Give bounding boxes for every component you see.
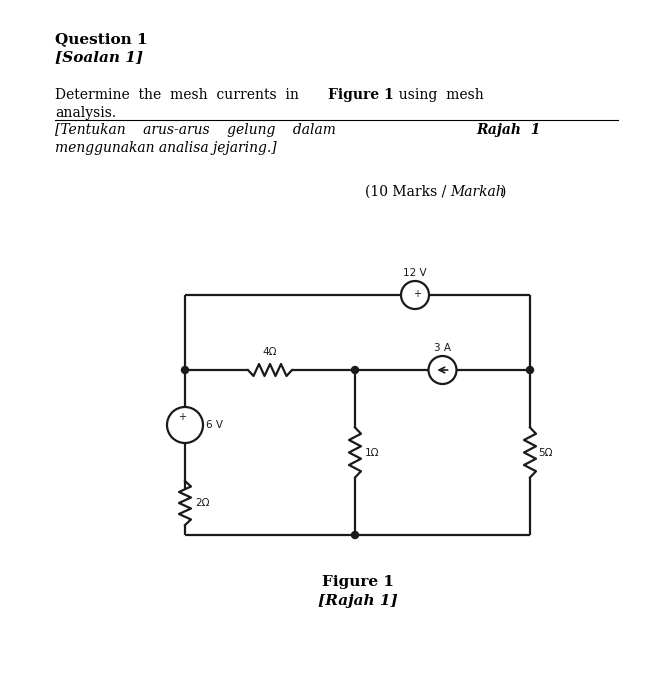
Text: 3 A: 3 A xyxy=(434,343,451,353)
Circle shape xyxy=(527,367,533,374)
Text: 12 V: 12 V xyxy=(403,268,427,278)
Text: ): ) xyxy=(500,185,505,199)
Text: analysis.: analysis. xyxy=(55,106,116,120)
Text: 4Ω: 4Ω xyxy=(263,347,277,357)
Text: Markah: Markah xyxy=(450,185,505,199)
Text: +: + xyxy=(178,412,186,422)
Text: using  mesh: using mesh xyxy=(390,88,484,102)
Text: 1Ω: 1Ω xyxy=(365,447,379,458)
Text: [Tentukan    arus-arus    gelung    dalam: [Tentukan arus-arus gelung dalam xyxy=(55,123,349,137)
Text: 2Ω: 2Ω xyxy=(195,498,210,508)
Text: menggunakan analisa jejaring.]: menggunakan analisa jejaring.] xyxy=(55,141,277,155)
Text: Determine  the  mesh  currents  in: Determine the mesh currents in xyxy=(55,88,308,102)
Text: +: + xyxy=(413,289,421,299)
Text: 5Ω: 5Ω xyxy=(538,447,553,458)
Text: Question 1: Question 1 xyxy=(55,32,147,46)
Text: [Soalan 1]: [Soalan 1] xyxy=(55,50,143,64)
Text: [Rajah 1]: [Rajah 1] xyxy=(318,594,397,608)
Text: Figure 1: Figure 1 xyxy=(328,88,394,102)
Circle shape xyxy=(182,367,188,374)
Text: 6 V: 6 V xyxy=(206,420,223,430)
Text: (10 Marks /: (10 Marks / xyxy=(365,185,451,199)
Circle shape xyxy=(352,367,358,374)
Text: Rajah  1: Rajah 1 xyxy=(476,123,541,137)
Circle shape xyxy=(352,531,358,538)
Text: Figure 1: Figure 1 xyxy=(322,575,393,589)
